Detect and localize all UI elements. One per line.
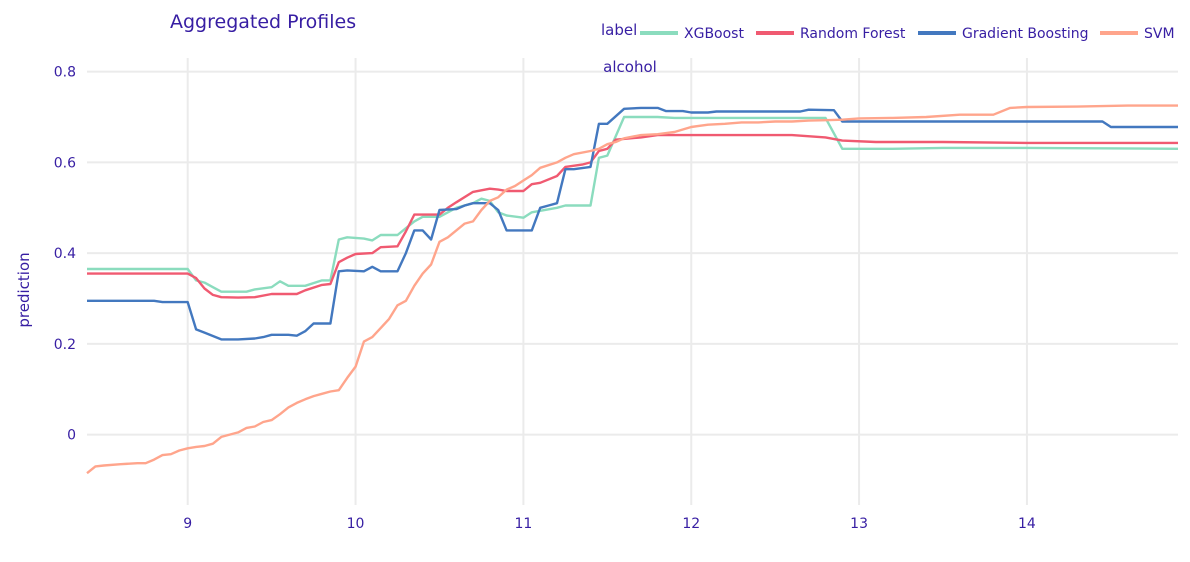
legend-label: Gradient Boosting	[962, 26, 1089, 42]
y-axis-ticks: 0 0.2 0.4 0.6 0.8	[54, 65, 76, 444]
legend-item-xgboost[interactable]: XGBoost	[640, 26, 744, 42]
x-tick-label: 10	[347, 516, 365, 532]
series-line-random-forest[interactable]	[87, 133, 1178, 299]
series-line-xgboost[interactable]	[87, 115, 1179, 293]
y-tick-label: 0.6	[54, 155, 76, 171]
x-tick-label: 11	[514, 516, 532, 532]
legend[interactable]: XGBoost Random Forest Gradient Boosting SVM	[640, 26, 1175, 42]
y-tick-label: 0.8	[54, 65, 76, 81]
legend-item-gradient-boosting[interactable]: Gradient Boosting	[918, 26, 1089, 42]
series-line-svm[interactable]	[86, 104, 1178, 475]
legend-item-random-forest[interactable]: Random Forest	[756, 26, 906, 42]
y-tick-label: 0	[67, 428, 76, 444]
chart-title: Aggregated Profiles	[170, 11, 356, 33]
legend-item-svm[interactable]: SVM	[1100, 26, 1175, 42]
series-layer	[86, 104, 1179, 475]
x-tick-label: 9	[183, 516, 192, 532]
y-axis-title: prediction	[15, 252, 33, 327]
x-tick-label: 14	[1018, 516, 1036, 532]
x-tick-label: 12	[682, 516, 700, 532]
legend-label: Random Forest	[800, 26, 906, 42]
grid-layer	[87, 58, 1178, 505]
x-tick-label: 13	[850, 516, 868, 532]
legend-label: XGBoost	[684, 26, 744, 42]
y-tick-label: 0.4	[54, 246, 76, 262]
legend-title: label	[601, 21, 637, 39]
facet-title: alcohol	[603, 58, 657, 76]
legend-label: SVM	[1144, 26, 1175, 42]
x-axis-ticks: 9 10 11 12 13 14	[183, 516, 1036, 532]
series-line-gradient-boosting[interactable]	[87, 106, 1178, 341]
y-tick-label: 0.2	[54, 337, 76, 353]
